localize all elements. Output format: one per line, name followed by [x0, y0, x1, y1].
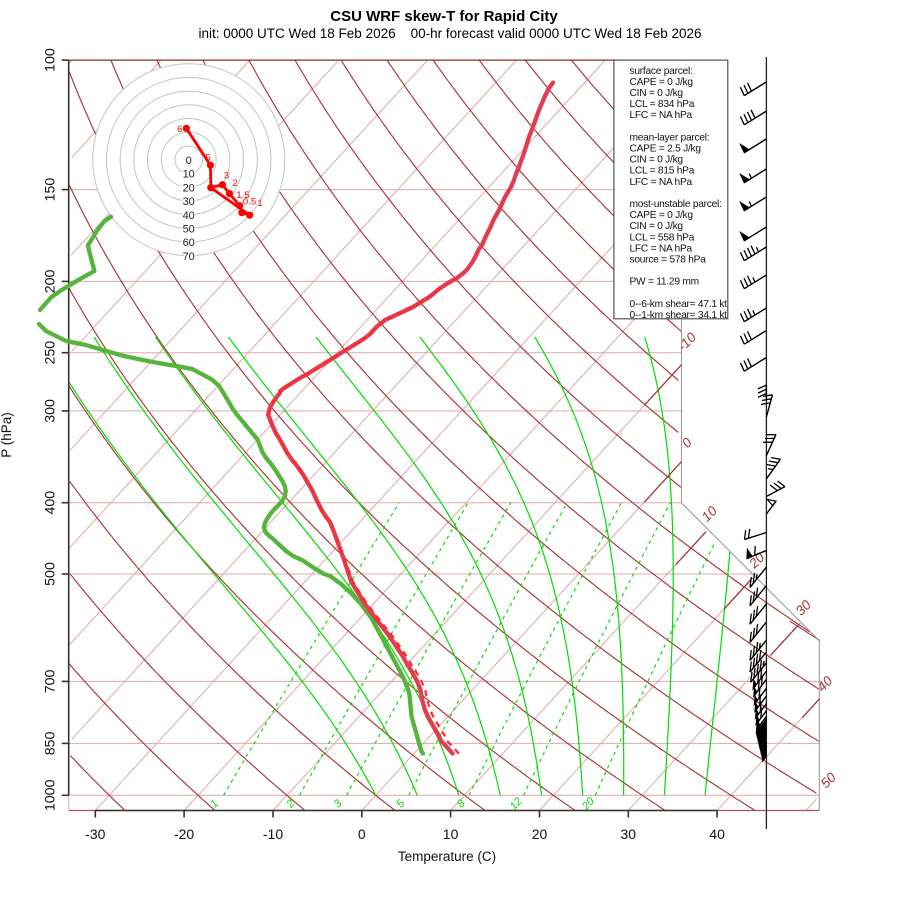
svg-text:CIN = 0 J/kg: CIN = 0 J/kg [630, 221, 684, 232]
svg-text:LFC = NA hPa: LFC = NA hPa [630, 177, 693, 188]
svg-text:CAPE = 0 J/kg: CAPE = 0 J/kg [630, 77, 694, 88]
svg-text:LFC = NA hPa: LFC = NA hPa [630, 110, 693, 121]
svg-text:20: 20 [532, 826, 548, 842]
svg-text:LCL = 834 hPa: LCL = 834 hPa [630, 99, 695, 110]
svg-text:5: 5 [205, 153, 210, 164]
svg-text:0.5: 0.5 [243, 197, 256, 208]
svg-text:1: 1 [257, 198, 262, 209]
svg-text:CIN = 0 J/kg: CIN = 0 J/kg [630, 88, 684, 99]
svg-text:250: 250 [43, 341, 59, 365]
svg-text:source = 578 hPa: source = 578 hPa [630, 254, 707, 265]
svg-text:-10: -10 [263, 826, 283, 842]
svg-text:CIN = 0 J/kg: CIN = 0 J/kg [630, 155, 684, 166]
svg-text:10: 10 [183, 169, 195, 181]
svg-text:30: 30 [183, 196, 195, 208]
svg-text:0: 0 [358, 826, 366, 842]
svg-text:500: 500 [43, 562, 59, 586]
svg-text:400: 400 [43, 491, 59, 515]
svg-text:mean-layer parcel:: mean-layer parcel: [630, 132, 710, 143]
svg-text:Temperature (C): Temperature (C) [398, 849, 496, 864]
svg-text:50: 50 [183, 224, 195, 236]
svg-text:70: 70 [183, 251, 195, 263]
svg-text:LCL = 558 hPa: LCL = 558 hPa [630, 232, 695, 243]
svg-text:most-unstable parcel:: most-unstable parcel: [630, 199, 722, 210]
svg-text:200: 200 [43, 269, 59, 293]
svg-text:300: 300 [43, 399, 59, 423]
svg-text:3: 3 [224, 171, 229, 182]
svg-text:PW = 11.29 mm: PW = 11.29 mm [630, 277, 699, 288]
svg-text:20: 20 [183, 182, 195, 194]
svg-text:150: 150 [43, 178, 59, 202]
svg-text:CAPE = 2.5 J/kg: CAPE = 2.5 J/kg [630, 144, 702, 155]
svg-text:0--6-km shear= 47.1 kt: 0--6-km shear= 47.1 kt [630, 299, 728, 310]
svg-text:40: 40 [709, 826, 725, 842]
svg-text:2: 2 [232, 178, 237, 189]
svg-text:0: 0 [186, 155, 192, 167]
svg-text:CAPE = 0 J/kg: CAPE = 0 J/kg [630, 210, 694, 221]
svg-text:init: 0000 UTC Wed 18 Feb 2026: init: 0000 UTC Wed 18 Feb 2026 00-hr for… [198, 26, 701, 41]
svg-text:LCL = 815 hPa: LCL = 815 hPa [630, 166, 695, 177]
svg-text:60: 60 [183, 237, 195, 249]
svg-text:CSU WRF skew-T for Rapid City: CSU WRF skew-T for Rapid City [330, 8, 558, 25]
svg-text:1000: 1000 [43, 779, 59, 811]
svg-text:0--1-km shear= 34.1 kt: 0--1-km shear= 34.1 kt [630, 310, 728, 321]
svg-text:-30: -30 [85, 826, 105, 842]
svg-text:30: 30 [621, 826, 637, 842]
svg-text:100: 100 [43, 48, 59, 72]
svg-text:-20: -20 [174, 826, 194, 842]
svg-text:40: 40 [183, 210, 195, 222]
svg-text:surface parcel:: surface parcel: [630, 66, 693, 77]
svg-text:700: 700 [43, 669, 59, 693]
svg-text:10: 10 [443, 826, 459, 842]
svg-text:850: 850 [43, 731, 59, 755]
svg-text:P (hPa): P (hPa) [0, 412, 14, 458]
svg-text:LFC = NA hPa: LFC = NA hPa [630, 243, 693, 254]
svg-text:6: 6 [177, 124, 182, 135]
